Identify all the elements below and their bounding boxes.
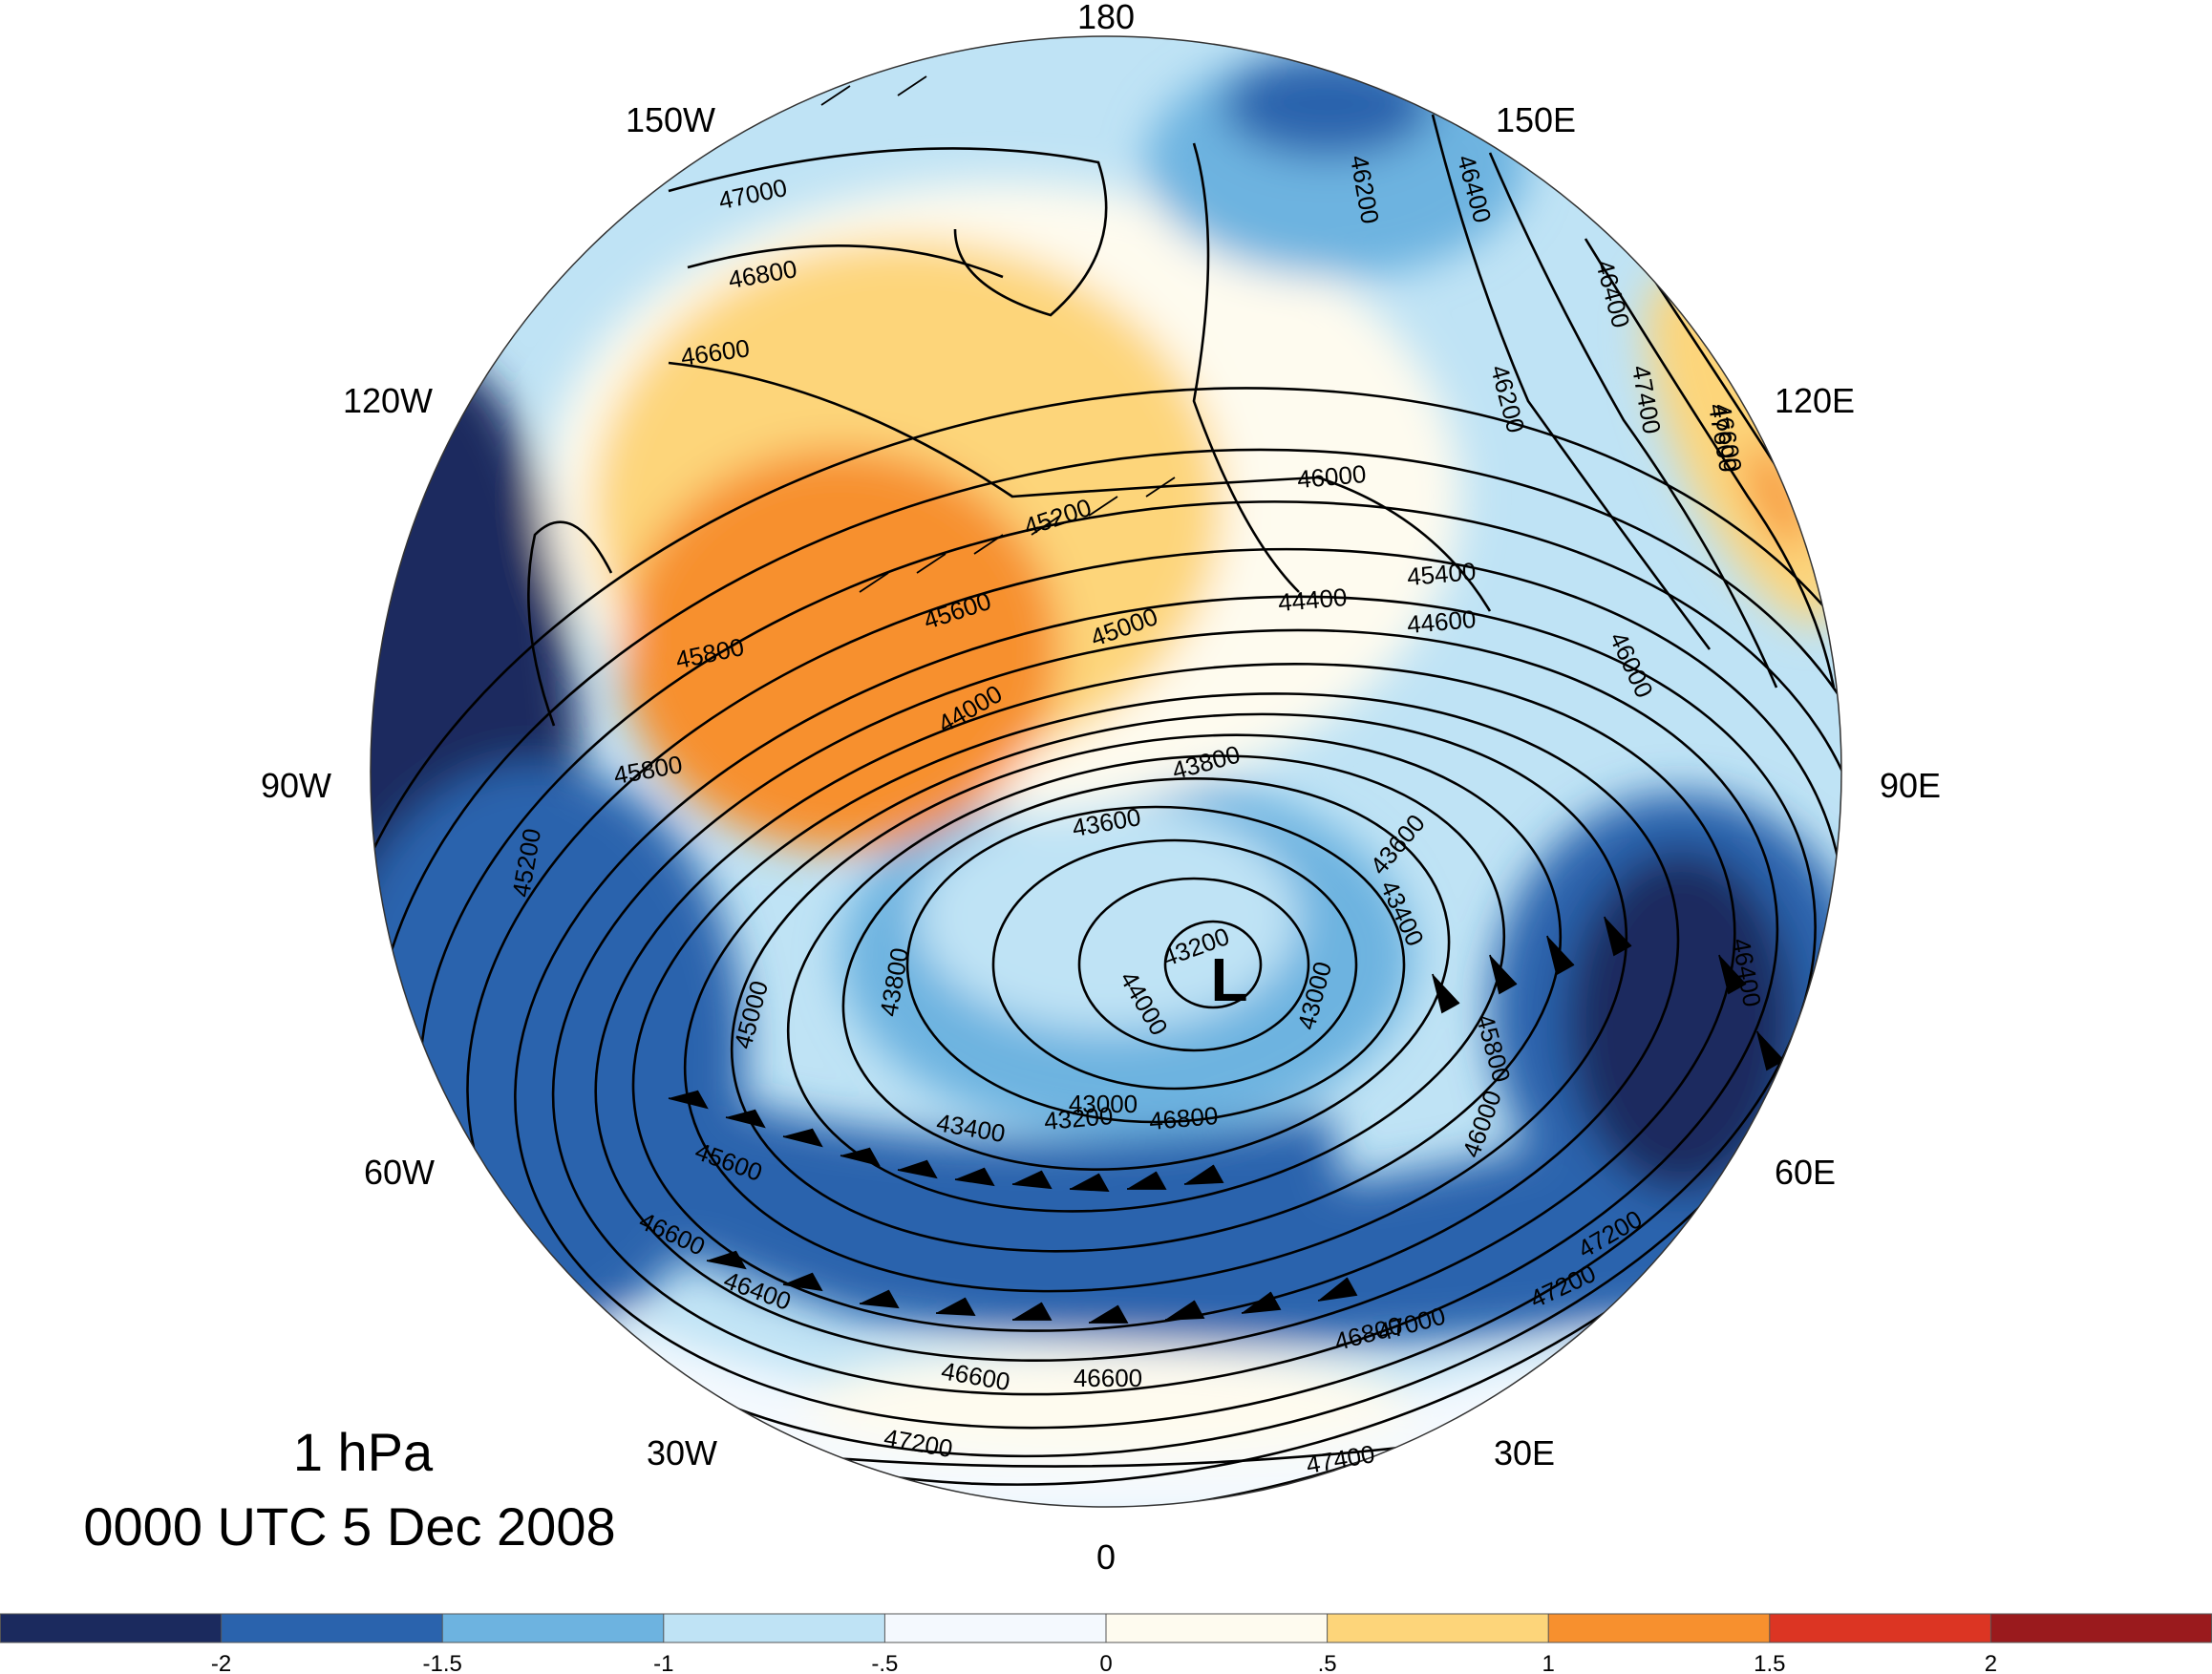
contour-label: 46600 bbox=[1074, 1364, 1142, 1392]
lon-label-0: 0 bbox=[1096, 1537, 1116, 1577]
lon-label-30w: 30W bbox=[647, 1433, 717, 1473]
colorbar-swatch bbox=[1548, 1614, 1771, 1642]
colorbar-tick-label: -1 bbox=[653, 1651, 673, 1674]
map-boundary bbox=[370, 35, 1842, 1508]
colorbar-tick-label: 1 bbox=[1542, 1651, 1555, 1674]
colorbar-tick-label: -1.5 bbox=[423, 1651, 462, 1674]
colorbar-tick-label: -.5 bbox=[871, 1651, 898, 1674]
lon-label-120e: 120E bbox=[1775, 381, 1855, 420]
title-time: 0000 UTC 5 Dec 2008 bbox=[83, 1496, 615, 1557]
title-level: 1 hPa bbox=[293, 1422, 434, 1482]
contour-label: 46000 bbox=[1296, 459, 1368, 494]
contour-label: 43000 bbox=[1069, 1090, 1138, 1118]
lon-label-60e: 60E bbox=[1775, 1153, 1836, 1192]
colorbar-swatch bbox=[0, 1614, 223, 1642]
colorbar-swatch bbox=[1106, 1614, 1329, 1642]
lon-label-60w: 60W bbox=[364, 1153, 435, 1192]
contour-label: 46800 bbox=[1148, 1101, 1220, 1135]
longitude-labels: 180 150E 120E 90E 60E 30E 0 30W 60W 90W … bbox=[261, 0, 1941, 1577]
lon-label-180: 180 bbox=[1077, 0, 1135, 36]
anomaly-shading bbox=[371, 36, 1841, 1507]
colorbar-tick-label: 2 bbox=[1985, 1651, 1997, 1674]
colorbar-tick-label: -2 bbox=[211, 1651, 231, 1674]
lon-label-150e: 150E bbox=[1496, 100, 1576, 139]
map-title: 1 hPa 0000 UTC 5 Dec 2008 bbox=[83, 1422, 615, 1557]
contour-label: 45400 bbox=[1406, 557, 1478, 591]
colorbar-tick-label: .5 bbox=[1318, 1651, 1337, 1674]
low-center-label: L bbox=[1210, 945, 1247, 1014]
colorbar-swatch bbox=[884, 1614, 1107, 1642]
contour-label: 44400 bbox=[1277, 583, 1349, 617]
lon-label-150w: 150W bbox=[626, 100, 715, 139]
colorbar-swatch bbox=[1327, 1614, 1549, 1642]
colorbar-tick-label: 1.5 bbox=[1754, 1651, 1785, 1674]
colorbar: -2 -1.5 -1 -.5 0 .5 1 1.5 2 bbox=[0, 1613, 2212, 1674]
colorbar-swatch bbox=[442, 1614, 665, 1642]
contour-label: 44600 bbox=[1406, 604, 1478, 639]
colorbar-swatch bbox=[663, 1614, 885, 1642]
colorbar-tick-label: 0 bbox=[1099, 1651, 1112, 1674]
lon-label-90e: 90E bbox=[1880, 766, 1941, 805]
colorbar-swatch bbox=[1769, 1614, 1991, 1642]
lon-label-30e: 30E bbox=[1494, 1433, 1555, 1473]
colorbar-swatch bbox=[221, 1614, 443, 1642]
lon-label-90w: 90W bbox=[261, 766, 331, 805]
lon-label-120w: 120W bbox=[343, 381, 433, 420]
colorbar-swatch bbox=[1990, 1614, 2212, 1642]
contour-label: 43200 bbox=[1043, 1101, 1115, 1135]
